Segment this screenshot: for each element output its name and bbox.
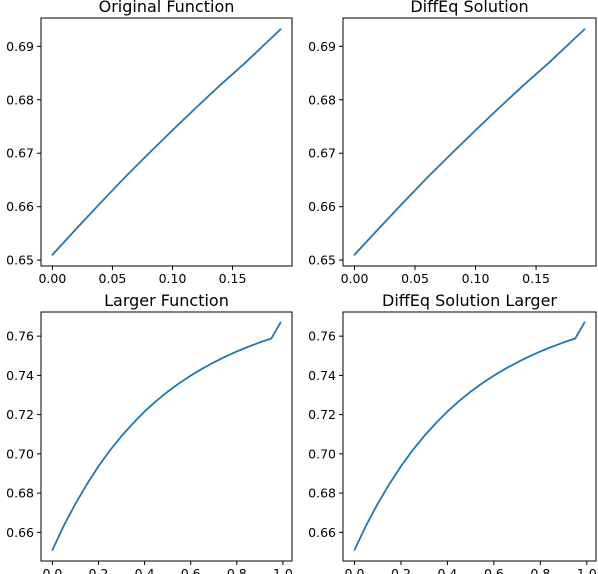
x-tick-label: 0.2	[89, 566, 109, 574]
y-tick-label: 0.67	[6, 146, 34, 161]
y-tick-label: 0.69	[6, 39, 34, 54]
x-tick-label: 0.0	[42, 566, 62, 574]
x-tick-label: 0.10	[159, 271, 187, 286]
series-line-diffeq	[353, 28, 586, 256]
axes-frame-diffeq-larger	[342, 311, 597, 562]
chart-larger: Larger Function 0.0 0.2 0.4 0.6 0.8 1.0 0.66 0.6…	[6, 291, 293, 574]
y-tick-label: 0.74	[308, 368, 336, 383]
y-tick-label: 0.70	[6, 446, 34, 461]
x-tick-label: 0.10	[462, 271, 490, 286]
y-tick-label: 0.76	[308, 329, 336, 344]
x-tick-label: 0.6	[484, 566, 504, 574]
x-tick-label: 0.8	[227, 566, 247, 574]
y-tick-label: 0.72	[308, 407, 336, 422]
x-tick-label: 0.2	[391, 566, 411, 574]
x-tick-label: 0.05	[401, 271, 429, 286]
y-tick-label: 0.70	[308, 446, 336, 461]
axes-frame-diffeq	[342, 17, 597, 267]
y-tick-label: 0.72	[6, 407, 34, 422]
chart-title-larger: Larger Function	[104, 291, 229, 310]
y-tick-label: 0.66	[308, 525, 336, 540]
x-tick-label: 0.00	[341, 271, 369, 286]
x-tick-label: 0.4	[437, 566, 457, 574]
series-line-larger	[51, 321, 282, 551]
y-tick-label: 0.65	[308, 253, 336, 268]
y-tick-label: 0.68	[6, 486, 34, 501]
y-tick-label: 0.66	[308, 199, 336, 214]
chart-original: Original Function 0.00 0.05 0.10 0.15 0.65 0.6…	[6, 0, 293, 286]
chart-title-diffeq-larger: DiffEq Solution Larger	[382, 291, 557, 310]
axes-frame-larger	[40, 311, 293, 562]
series-line-original	[51, 28, 282, 256]
y-tick-label: 0.65	[6, 253, 34, 268]
x-tick-label: 0.05	[99, 271, 127, 286]
y-tick-label: 0.67	[308, 146, 336, 161]
x-tick-label: 0.6	[181, 566, 201, 574]
x-tick-label: 0.0	[345, 566, 365, 574]
y-tick-label: 0.66	[6, 199, 34, 214]
y-tick-label: 0.68	[308, 486, 336, 501]
x-tick-label: 0.8	[530, 566, 550, 574]
series-line-diffeq-larger	[353, 321, 586, 551]
axes-frame-original	[40, 17, 293, 267]
y-tick-label: 0.68	[308, 92, 336, 107]
x-tick-label: 0.15	[219, 271, 247, 286]
chart-diffeq: DiffEq Solution 0.00 0.05 0.10 0.15 0.65 0.66 0…	[308, 0, 597, 286]
x-tick-label: 1.0	[577, 566, 597, 574]
chart-title-diffeq: DiffEq Solution	[410, 0, 528, 16]
y-tick-label: 0.76	[6, 329, 34, 344]
y-tick-label: 0.68	[6, 92, 34, 107]
x-tick-label: 0.4	[135, 566, 155, 574]
x-tick-label: 0.15	[522, 271, 550, 286]
y-tick-label: 0.66	[6, 525, 34, 540]
y-tick-label: 0.74	[6, 368, 34, 383]
chart-title-original: Original Function	[99, 0, 235, 16]
x-tick-label: 1.0	[273, 566, 293, 574]
chart-diffeq-larger: DiffEq Solution Larger 0.0 0.2 0.4 0.6 0.8 1.0…	[308, 291, 597, 574]
y-tick-label: 0.69	[308, 39, 336, 54]
x-tick-label: 0.00	[38, 271, 66, 286]
